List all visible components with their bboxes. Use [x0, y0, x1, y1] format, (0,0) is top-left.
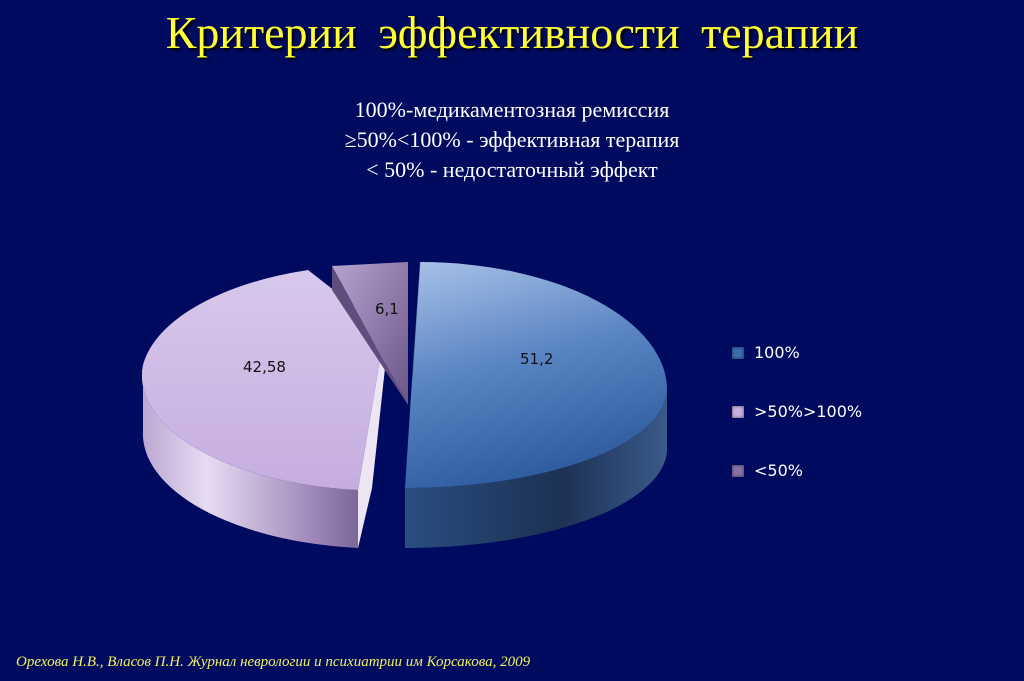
subtitle-line-2: ≥50%<100% - эффективная терапия: [344, 127, 680, 152]
citation: Орехова Н.В., Власов П.Н. Журнал невроло…: [16, 654, 531, 670]
slice-100pct: [405, 261, 668, 549]
legend-label: 100%: [754, 343, 800, 362]
subtitle-line-1: 100%-медикаментозная ремиссия: [354, 97, 670, 122]
legend-swatch-icon: [732, 405, 744, 418]
label-51-2: 51,2: [520, 350, 553, 368]
legend-item-50-100pct: >50%>100%: [732, 402, 862, 421]
subtitle-line-3: < 50% - недостаточный эффект: [366, 157, 658, 182]
legend-item-100pct: 100%: [732, 343, 800, 362]
slice-under-50pct: [332, 262, 408, 405]
slice-50-100pct: [141, 270, 385, 548]
page-title: Критерии эффективности терапии: [165, 7, 859, 58]
legend-swatch-icon: [732, 464, 744, 477]
label-42-58: 42,58: [243, 358, 286, 376]
legend-label: >50%>100%: [754, 402, 863, 421]
label-6-1: 6,1: [375, 300, 399, 318]
legend-swatch-icon: [732, 346, 744, 359]
legend-label: <50%: [754, 461, 803, 480]
legend-item-under-50pct: <50%: [732, 461, 803, 480]
